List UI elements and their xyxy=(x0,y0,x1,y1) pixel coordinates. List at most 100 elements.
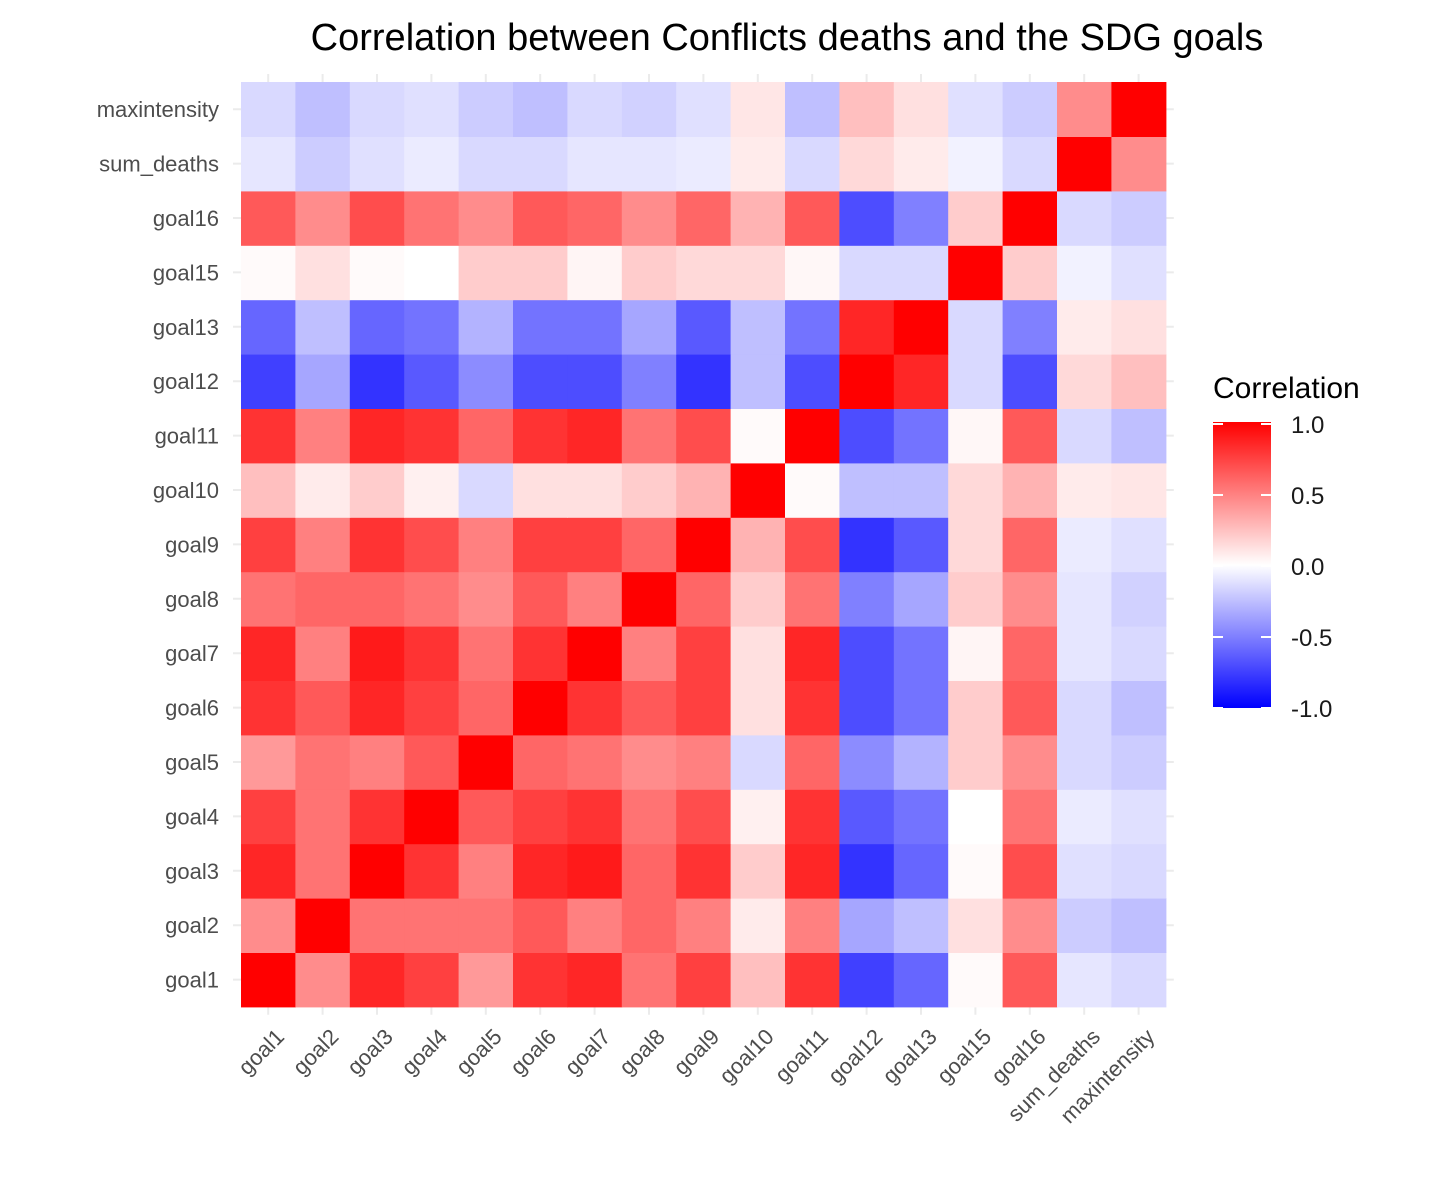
heatmap-cell-goal5-goal12 xyxy=(839,734,895,790)
heatmap-cell-goal15-sum_deaths xyxy=(1057,245,1112,301)
y-tick-label-goal4: goal4 xyxy=(165,804,219,829)
heatmap-cell-goal6-goal6 xyxy=(513,680,568,736)
heatmap-cell-goal6-goal15 xyxy=(948,680,1004,736)
heatmap-cell-maxintensity-goal9 xyxy=(676,82,732,137)
heatmap-cell-goal11-goal2 xyxy=(295,408,351,464)
heatmap-cell-goal12-goal8 xyxy=(621,354,677,409)
heatmap-cell-goal10-goal11 xyxy=(785,462,840,518)
heatmap-cell-maxintensity-goal3 xyxy=(349,82,405,137)
heatmap-cell-goal7-goal2 xyxy=(295,626,351,681)
heatmap-cell-goal11-goal7 xyxy=(567,408,623,464)
x-tick-label-goal10: goal10 xyxy=(714,1024,778,1088)
heatmap-cell-goal10-goal10 xyxy=(730,462,786,518)
heatmap-cell-goal6-maxintensity xyxy=(1111,680,1167,736)
heatmap-cell-goal9-goal4 xyxy=(404,517,460,573)
heatmap-cell-maxintensity-goal15 xyxy=(948,82,1004,137)
heatmap-cell-goal8-goal1 xyxy=(241,571,296,627)
heatmap-cell-goal13-goal3 xyxy=(349,299,405,355)
heatmap-cell-goal3-goal10 xyxy=(730,843,786,899)
heatmap-cell-goal15-maxintensity xyxy=(1111,245,1167,301)
heatmap-cell-maxintensity-goal1 xyxy=(241,82,296,137)
heatmap-cell-goal10-goal6 xyxy=(513,462,568,518)
heatmap-cell-goal8-goal4 xyxy=(404,571,460,627)
heatmap-cell-goal2-goal10 xyxy=(730,898,786,953)
heatmap-cell-goal7-goal13 xyxy=(893,626,949,681)
heatmap-cell-goal5-goal8 xyxy=(621,734,677,790)
y-tick-label-goal9: goal9 xyxy=(165,532,219,557)
heatmap-cell-goal13-sum_deaths xyxy=(1057,299,1112,355)
heatmap-cell-sum_deaths-goal15 xyxy=(948,136,1004,192)
heatmap-cell-goal9-goal7 xyxy=(567,517,623,573)
heatmap-cell-goal15-goal9 xyxy=(676,245,732,301)
heatmap-cell-goal4-goal12 xyxy=(839,789,895,845)
heatmap-cell-sum_deaths-goal8 xyxy=(621,136,677,192)
legend-ticks: 1.0 0.5 0.0 -0.5 -1.0 xyxy=(1213,412,1332,723)
heatmap-cell-goal13-goal13 xyxy=(893,299,949,355)
heatmap-cell-goal5-sum_deaths xyxy=(1057,734,1112,790)
heatmap-cell-sum_deaths-goal5 xyxy=(458,136,514,192)
legend-tick-label: 0.5 xyxy=(1291,483,1324,510)
heatmap-cell-goal15-goal7 xyxy=(567,245,623,301)
heatmap-cell-goal2-goal1 xyxy=(241,898,296,953)
heatmap-cell-sum_deaths-goal16 xyxy=(1002,136,1058,192)
heatmap-cell-goal1-goal15 xyxy=(948,952,1004,1008)
heatmap-cell-goal10-goal5 xyxy=(458,462,514,518)
x-tick-label-goal6: goal6 xyxy=(505,1024,561,1080)
heatmap-cell-goal13-goal12 xyxy=(839,299,895,355)
heatmap-cell-goal5-goal15 xyxy=(948,734,1004,790)
heatmap-cell-goal3-goal16 xyxy=(1002,843,1058,899)
heatmap-cell-maxintensity-goal2 xyxy=(295,82,351,137)
heatmap-cell-goal3-goal13 xyxy=(893,843,949,899)
heatmap-cell-goal11-goal12 xyxy=(839,408,895,464)
heatmap-cell-goal1-goal11 xyxy=(785,952,840,1008)
heatmap-cell-goal13-goal5 xyxy=(458,299,514,355)
heatmap-cell-goal3-goal8 xyxy=(621,843,677,899)
heatmap-cell-sum_deaths-goal2 xyxy=(295,136,351,192)
heatmap-cell-sum_deaths-goal1 xyxy=(241,136,296,192)
x-tick-label-goal7: goal7 xyxy=(560,1024,616,1080)
heatmap-cell-goal4-goal13 xyxy=(893,789,949,845)
heatmap-cell-goal12-goal13 xyxy=(893,354,949,409)
heatmap-cell-goal8-goal9 xyxy=(676,571,732,627)
heatmap-cell-goal5-goal10 xyxy=(730,734,786,790)
heatmap-cell-goal4-goal15 xyxy=(948,789,1004,845)
heatmap-cell-goal1-maxintensity xyxy=(1111,952,1167,1008)
heatmap-cell-goal11-sum_deaths xyxy=(1057,408,1112,464)
heatmap-cell-goal16-goal8 xyxy=(621,190,677,246)
heatmap-cell-goal11-goal16 xyxy=(1002,408,1058,464)
heatmap-cell-goal2-goal8 xyxy=(621,898,677,953)
heatmap-cell-goal9-sum_deaths xyxy=(1057,517,1112,573)
heatmap-cell-sum_deaths-goal6 xyxy=(513,136,568,192)
heatmap-cell-goal4-maxintensity xyxy=(1111,789,1167,845)
heatmap-cell-goal13-goal6 xyxy=(513,299,568,355)
heatmap-cell-goal7-goal11 xyxy=(785,626,840,681)
heatmap-cell-goal16-goal13 xyxy=(893,190,949,246)
heatmap-cell-goal12-maxintensity xyxy=(1111,354,1167,409)
heatmap-cell-goal2-maxintensity xyxy=(1111,898,1167,953)
heatmap-cell-goal13-goal11 xyxy=(785,299,840,355)
heatmap-cell-sum_deaths-sum_deaths xyxy=(1057,136,1112,192)
heatmap-cell-goal3-goal6 xyxy=(513,843,568,899)
heatmap-cell-maxintensity-maxintensity xyxy=(1111,82,1167,137)
heatmap-cell-goal10-goal3 xyxy=(349,462,405,518)
heatmap-cell-goal15-goal13 xyxy=(893,245,949,301)
heatmap-cell-goal12-sum_deaths xyxy=(1057,354,1112,409)
heatmap-cell-goal15-goal8 xyxy=(621,245,677,301)
heatmap-cell-maxintensity-goal6 xyxy=(513,82,568,137)
heatmap-cell-goal11-goal4 xyxy=(404,408,460,464)
heatmap-cell-goal10-goal12 xyxy=(839,462,895,518)
heatmap-cell-sum_deaths-goal7 xyxy=(567,136,623,192)
heatmap-cell-goal2-goal2 xyxy=(295,898,351,953)
heatmap-cell-goal16-goal12 xyxy=(839,190,895,246)
heatmap-cell-goal10-goal8 xyxy=(621,462,677,518)
heatmap-cell-goal9-goal8 xyxy=(621,517,677,573)
heatmap-cell-goal5-goal9 xyxy=(676,734,732,790)
y-tick-label-goal11: goal11 xyxy=(155,424,219,449)
x-tick-label-goal1: goal1 xyxy=(233,1024,289,1080)
heatmap-cell-goal1-goal9 xyxy=(676,952,732,1008)
heatmap-cell-goal7-goal10 xyxy=(730,626,786,681)
heatmap-cell-goal13-goal16 xyxy=(1002,299,1058,355)
heatmap-cell-goal4-goal10 xyxy=(730,789,786,845)
heatmap-cell-goal9-goal10 xyxy=(730,517,786,573)
